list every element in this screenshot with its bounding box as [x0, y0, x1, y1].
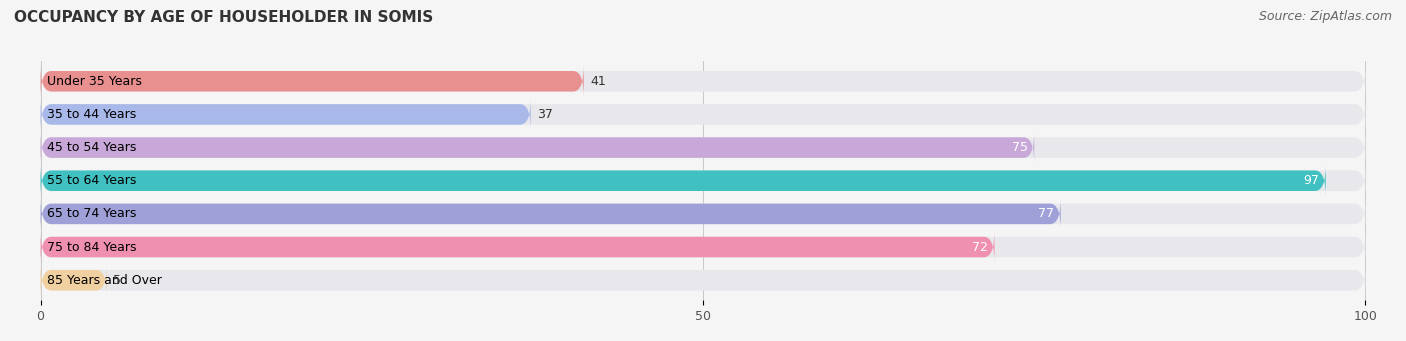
- Text: 75 to 84 Years: 75 to 84 Years: [48, 240, 136, 254]
- FancyBboxPatch shape: [41, 198, 1365, 230]
- Text: 77: 77: [1038, 207, 1054, 220]
- FancyBboxPatch shape: [41, 98, 1365, 131]
- Text: 37: 37: [537, 108, 554, 121]
- FancyBboxPatch shape: [41, 65, 1365, 98]
- FancyBboxPatch shape: [41, 131, 1365, 164]
- FancyBboxPatch shape: [41, 231, 1365, 263]
- FancyBboxPatch shape: [41, 264, 107, 296]
- FancyBboxPatch shape: [41, 198, 1060, 230]
- Text: 35 to 44 Years: 35 to 44 Years: [48, 108, 136, 121]
- Text: 55 to 64 Years: 55 to 64 Years: [48, 174, 136, 187]
- Text: 97: 97: [1303, 174, 1319, 187]
- Text: OCCUPANCY BY AGE OF HOUSEHOLDER IN SOMIS: OCCUPANCY BY AGE OF HOUSEHOLDER IN SOMIS: [14, 10, 433, 25]
- Text: Under 35 Years: Under 35 Years: [48, 75, 142, 88]
- Text: Source: ZipAtlas.com: Source: ZipAtlas.com: [1258, 10, 1392, 23]
- Text: 72: 72: [972, 240, 988, 254]
- Text: 5: 5: [114, 274, 121, 287]
- Text: 85 Years and Over: 85 Years and Over: [48, 274, 162, 287]
- FancyBboxPatch shape: [41, 164, 1326, 197]
- Text: 75: 75: [1011, 141, 1028, 154]
- FancyBboxPatch shape: [41, 65, 583, 98]
- Text: 65 to 74 Years: 65 to 74 Years: [48, 207, 136, 220]
- FancyBboxPatch shape: [41, 131, 1035, 164]
- FancyBboxPatch shape: [41, 98, 531, 131]
- Text: 41: 41: [591, 75, 606, 88]
- FancyBboxPatch shape: [41, 264, 1365, 296]
- FancyBboxPatch shape: [41, 164, 1365, 197]
- Text: 45 to 54 Years: 45 to 54 Years: [48, 141, 136, 154]
- FancyBboxPatch shape: [41, 231, 994, 263]
